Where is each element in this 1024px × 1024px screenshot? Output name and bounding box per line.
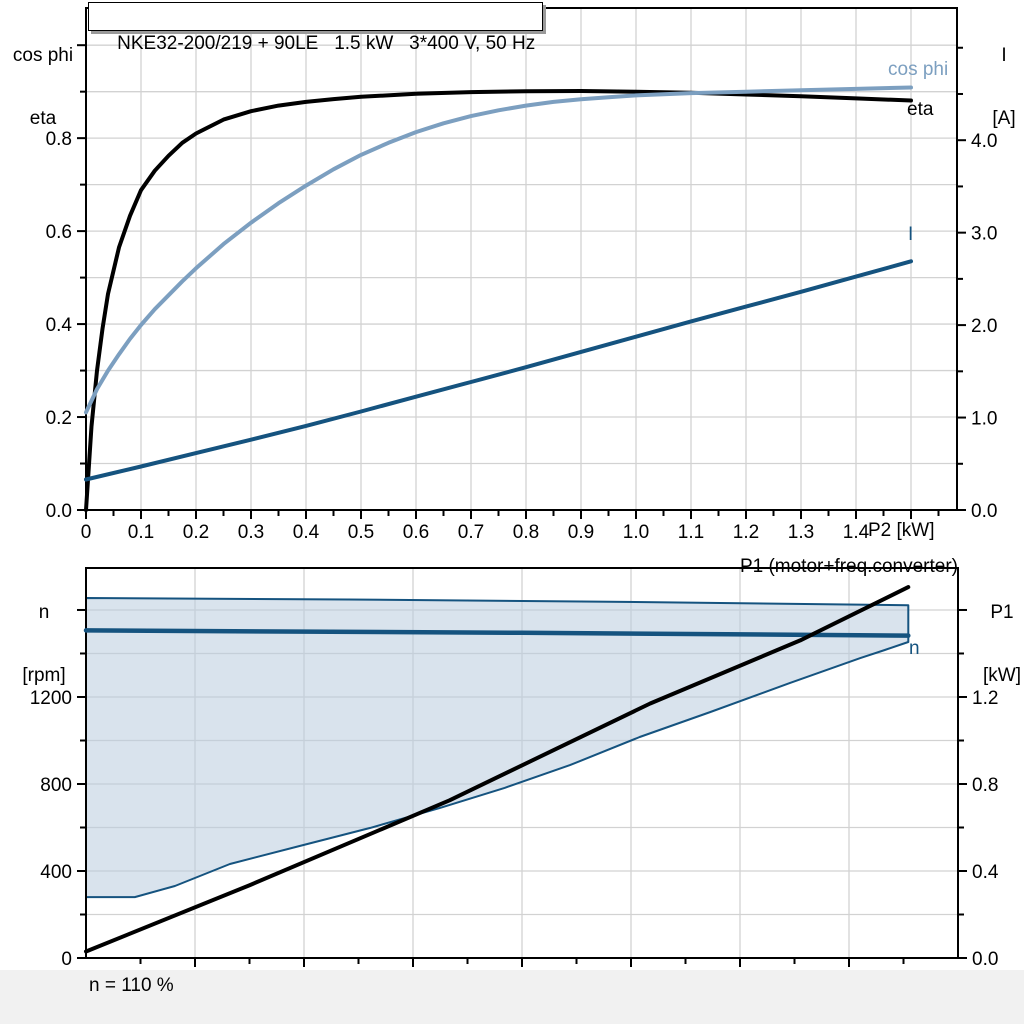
- x-tick-label: 1.1: [678, 522, 704, 543]
- eta-curve: [86, 91, 911, 510]
- left-tick-label: 0.4: [46, 315, 73, 336]
- bottom-left-axis-title: n [rpm]: [6, 560, 82, 728]
- x-tick-label: 0.4: [293, 522, 320, 543]
- x-tick-label: 0.9: [568, 522, 594, 543]
- left-axis-title-n: n: [6, 602, 82, 623]
- left-tick-label: 400: [40, 862, 72, 883]
- cos-phi-curve-label: cos phi: [888, 59, 948, 80]
- x-tick-label: 0: [81, 522, 92, 543]
- left-tick-label: 800: [40, 775, 72, 796]
- right-tick-label: 1.0: [971, 409, 997, 430]
- right-tick-label: 0.0: [972, 949, 998, 970]
- left-axis-title-unit-rpm: [rpm]: [6, 665, 82, 686]
- chart-group: [77, 8, 966, 519]
- gridlines: [86, 8, 957, 510]
- right-tick-label: 0.8: [972, 775, 998, 796]
- p1-curve-label: P1 (motor+freq.converter): [740, 556, 958, 577]
- right-tick-label: 2.0: [971, 316, 997, 337]
- x-tick-label: 1.4: [843, 522, 870, 543]
- x-tick-label: 0.8: [513, 522, 539, 543]
- plot-frame: [86, 8, 957, 510]
- right-axis-title-unit-A: [A]: [976, 108, 1024, 129]
- charts-canvas: 0 0.1 0.2 0.3 0.4 0.5 0.6 0.7 0.8 0.9 1.0 1.1 1.2 1.3…: [0, 0, 1024, 1024]
- x-tick-label: 1.2: [733, 522, 759, 543]
- n-curve-label: n: [909, 638, 920, 659]
- right-axis-title-current: I: [976, 45, 1024, 66]
- current-curve-label: I: [908, 224, 913, 245]
- right-tick-label: 3.0: [971, 224, 997, 245]
- x-tick-label: 0.5: [348, 522, 374, 543]
- x-tick-label: 1.3: [788, 522, 814, 543]
- right-axis-title-unit-kw: [kW]: [974, 665, 1024, 686]
- x-tick-label: 0.7: [458, 522, 484, 543]
- chart-title-box: NKE32-200/219 + 90LE 1.5 kW 3*400 V, 50 …: [88, 2, 543, 31]
- right-tick-label: 0.0: [971, 501, 997, 522]
- left-tick-label: 0.0: [46, 501, 72, 522]
- left-tick-label: 0.6: [46, 222, 72, 243]
- eta-curve-label: eta: [907, 99, 933, 120]
- left-axis-title-eta: eta: [3, 108, 83, 129]
- right-axis-title-p1: P1: [974, 602, 1024, 623]
- x-tick-label: 0.2: [183, 522, 209, 543]
- x-tick-label: 0.1: [128, 522, 154, 543]
- top-left-axis-title: cos phi eta: [3, 3, 83, 171]
- bottom-right-axis-title: P1 [kW]: [974, 560, 1024, 728]
- speed-setting-label: n = 110 %: [89, 975, 174, 996]
- chart-title: NKE32-200/219 + 90LE 1.5 kW 3*400 V, 50 …: [117, 33, 535, 54]
- x-tick-label: 0.6: [403, 522, 429, 543]
- speed-range-band: [86, 598, 908, 897]
- pump-performance-page: 0 0.1 0.2 0.3 0.4 0.5 0.6 0.7 0.8 0.9 1.0 1.1 1.2 1.3…: [0, 0, 1024, 1024]
- x-tick-label: 0.3: [238, 522, 264, 543]
- x-axis-unit-label: P2 [kW]: [868, 520, 935, 541]
- x-tick-label: 1.0: [623, 522, 649, 543]
- cos-phi-curve: [86, 88, 911, 413]
- right-tick-label: 0.4: [972, 862, 999, 883]
- left-axis-title-cosphi: cos phi: [3, 45, 83, 66]
- left-tick-label: 0: [61, 949, 72, 970]
- top-right-axis-title: I [A]: [976, 3, 1024, 171]
- left-tick-label: 0.2: [46, 408, 72, 429]
